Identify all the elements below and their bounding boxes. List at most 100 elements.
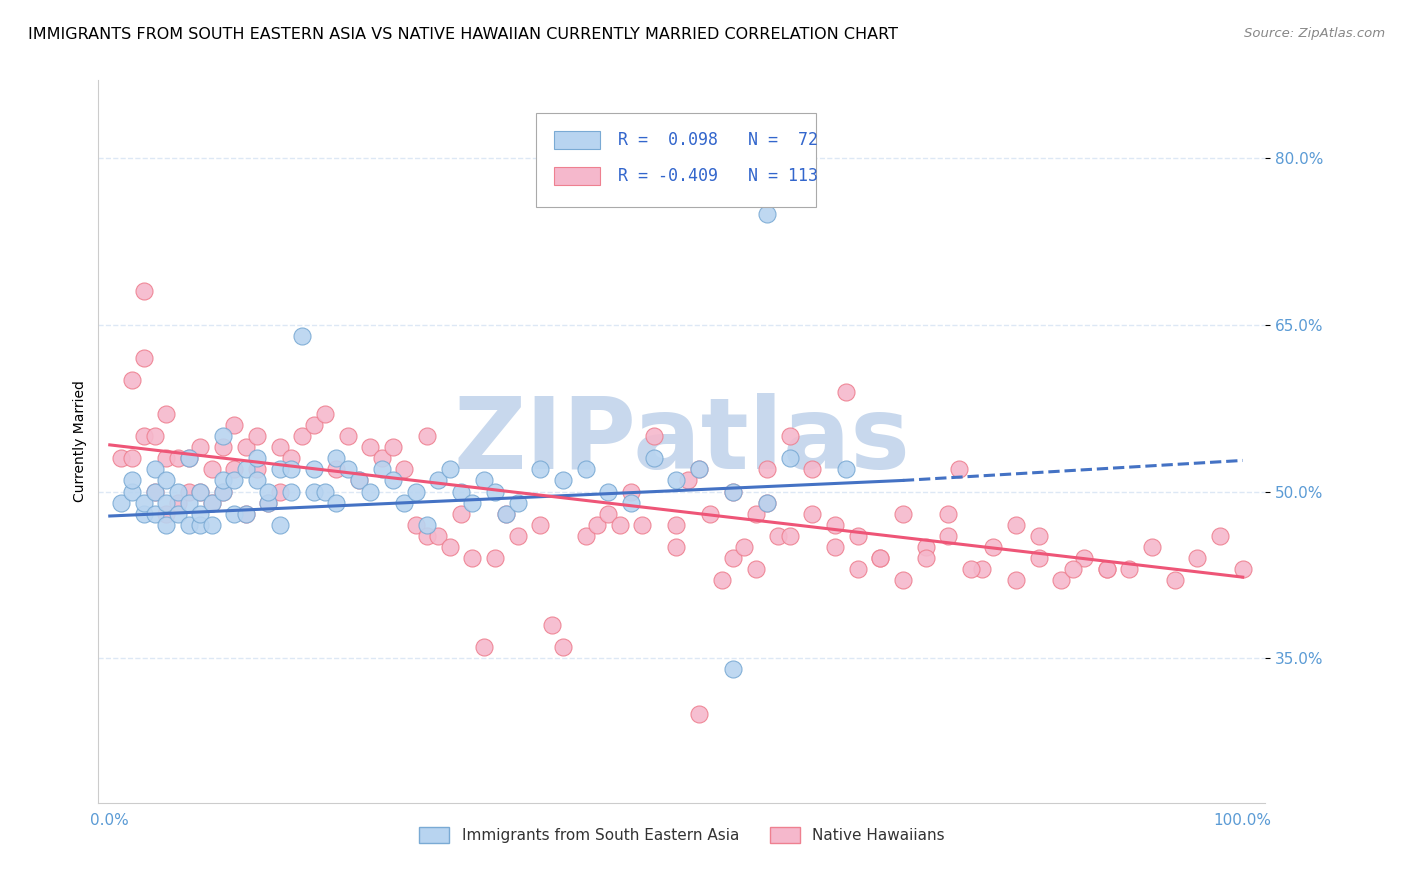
Point — [224, 462, 246, 476]
Point — [155, 407, 177, 421]
Point — [269, 517, 291, 532]
Point — [643, 429, 665, 443]
Point — [246, 451, 269, 466]
Point — [439, 540, 461, 554]
Text: Source: ZipAtlas.com: Source: ZipAtlas.com — [1244, 27, 1385, 40]
Point — [846, 562, 869, 576]
Point — [721, 484, 744, 499]
Point — [835, 384, 858, 399]
Point — [359, 484, 381, 499]
Point — [246, 429, 269, 443]
Point — [1140, 540, 1163, 554]
Point — [540, 618, 562, 632]
Point — [846, 529, 869, 543]
Point — [110, 496, 132, 510]
Point — [121, 484, 143, 499]
Point — [212, 474, 235, 488]
Point — [495, 507, 517, 521]
Point — [427, 474, 450, 488]
Point — [235, 462, 257, 476]
Point — [269, 440, 291, 454]
Point — [280, 451, 302, 466]
Point — [529, 462, 551, 476]
Point — [575, 529, 598, 543]
Point — [744, 507, 766, 521]
Point — [201, 517, 224, 532]
Point — [224, 474, 246, 488]
Point — [291, 429, 314, 443]
Point — [155, 451, 177, 466]
Point — [676, 474, 699, 488]
Point — [1164, 574, 1187, 588]
Point — [586, 517, 609, 532]
Point — [688, 462, 710, 476]
Point — [347, 474, 370, 488]
Point — [110, 451, 132, 466]
FancyBboxPatch shape — [554, 131, 600, 149]
Point — [347, 474, 370, 488]
Point — [235, 507, 257, 521]
Point — [506, 529, 529, 543]
Point — [246, 474, 269, 488]
Point — [269, 462, 291, 476]
Point — [212, 484, 235, 499]
Point — [755, 207, 778, 221]
Point — [224, 417, 246, 432]
Point — [325, 451, 347, 466]
Point — [121, 474, 143, 488]
Point — [325, 496, 347, 510]
Point — [755, 496, 778, 510]
Point — [936, 529, 959, 543]
Point — [869, 551, 891, 566]
Point — [155, 517, 177, 532]
Point — [302, 462, 325, 476]
Point — [190, 484, 212, 499]
Point — [801, 462, 824, 476]
Point — [1028, 529, 1050, 543]
Point — [190, 440, 212, 454]
Point — [665, 474, 688, 488]
Point — [506, 496, 529, 510]
Point — [439, 462, 461, 476]
Point — [598, 507, 620, 521]
Point — [201, 462, 224, 476]
Point — [835, 462, 858, 476]
Point — [416, 429, 439, 443]
Text: R = -0.409   N = 113: R = -0.409 N = 113 — [617, 168, 818, 186]
Point — [688, 462, 710, 476]
Point — [620, 496, 643, 510]
Point — [314, 484, 336, 499]
Point — [779, 451, 801, 466]
Point — [166, 451, 188, 466]
Point — [643, 451, 665, 466]
Point — [461, 551, 484, 566]
Point — [166, 484, 188, 499]
Point — [143, 484, 166, 499]
Point — [461, 496, 484, 510]
Point — [1095, 562, 1118, 576]
Point — [370, 462, 392, 476]
Point — [190, 517, 212, 532]
Point — [983, 540, 1005, 554]
Point — [336, 462, 359, 476]
Point — [575, 462, 598, 476]
Point — [551, 640, 574, 655]
Point — [177, 451, 200, 466]
Point — [359, 440, 381, 454]
Point — [269, 484, 291, 499]
Point — [257, 496, 280, 510]
Point — [710, 574, 733, 588]
Point — [132, 351, 155, 366]
Point — [246, 462, 269, 476]
Point — [869, 551, 891, 566]
Point — [394, 496, 416, 510]
Point — [212, 484, 235, 499]
Point — [325, 462, 347, 476]
Point — [824, 540, 846, 554]
Point — [450, 507, 472, 521]
Point — [766, 529, 789, 543]
Point — [936, 507, 959, 521]
Point — [972, 562, 994, 576]
Point — [177, 484, 200, 499]
Point — [405, 484, 427, 499]
